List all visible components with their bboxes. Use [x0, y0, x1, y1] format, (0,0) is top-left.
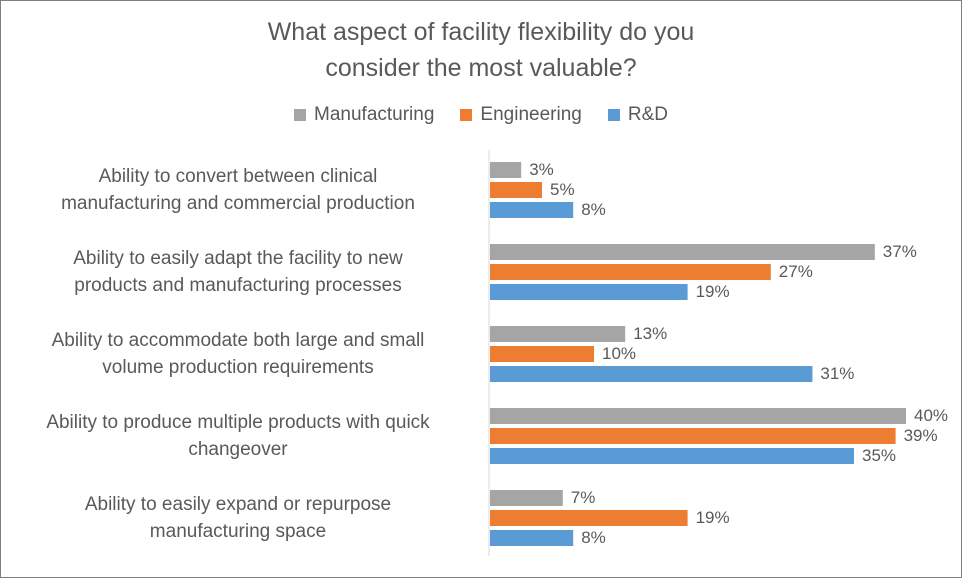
bar-engineering-2 — [490, 264, 771, 280]
category-label-line: Ability to produce multiple products wit… — [46, 412, 430, 433]
category-label-line: changeover — [188, 439, 288, 460]
bar-engineering-3 — [490, 346, 594, 362]
data-label: 19% — [696, 282, 730, 301]
data-label: 13% — [633, 324, 667, 343]
category-label-line: Ability to easily expand or repurpose — [85, 494, 391, 515]
data-label: 19% — [696, 508, 730, 527]
category-label: Ability to produce multiple products wit… — [46, 412, 430, 460]
bar-manufacturing-2 — [490, 244, 875, 260]
bar-manufacturing-3 — [490, 326, 626, 342]
category-label-line: Ability to accommodate both large and sm… — [52, 330, 425, 351]
data-label: 7% — [571, 488, 596, 507]
category-label: Ability to easily adapt the facility to … — [73, 248, 403, 296]
legend-label-manufacturing: Manufacturing — [314, 104, 435, 125]
data-label: 39% — [904, 426, 938, 445]
legend-label-rd: R&D — [627, 104, 668, 125]
data-label: 27% — [779, 262, 813, 281]
chart-title-line-1: What aspect of facility flexibility do y… — [267, 18, 695, 46]
category-label: Ability to easily expand or repurpose man… — [85, 494, 391, 542]
data-label: 40% — [914, 406, 948, 425]
category-label-line: volume production requirements — [102, 357, 373, 378]
bar-manufacturing-5 — [490, 490, 563, 506]
category-label-line: Ability to convert between clinical — [99, 166, 378, 187]
data-label: 3% — [529, 160, 554, 179]
bar-rd-1 — [490, 202, 574, 218]
legend-item-rd: R&D — [607, 104, 668, 126]
category-label-line: Ability to easily adapt the facility to … — [73, 248, 403, 269]
bar-engineering-5 — [490, 510, 688, 526]
category-label: Ability to accommodate both large and sm… — [52, 330, 425, 378]
data-label: 5% — [550, 180, 575, 199]
category-label-line: products and manufacturing processes — [74, 275, 401, 296]
category-label: Ability to convert between clinical manuf… — [61, 166, 415, 214]
bar-rd-4 — [490, 448, 854, 464]
chart-title: What aspect of facility flexibility do y… — [0, 14, 962, 86]
category-label-line: manufacturing space — [150, 521, 326, 542]
legend-swatch-rd — [607, 109, 620, 121]
bar-rd-5 — [490, 530, 574, 546]
data-label: 8% — [581, 528, 606, 547]
data-label: 10% — [602, 344, 636, 363]
legend-swatch-engineering — [460, 109, 473, 121]
data-label: 31% — [820, 364, 854, 383]
legend-label-engineering: Engineering — [480, 104, 582, 125]
legend-swatch-manufacturing — [294, 109, 307, 121]
data-label: 35% — [862, 446, 896, 465]
bar-engineering-4 — [490, 428, 896, 444]
bar-manufacturing-4 — [490, 408, 906, 424]
chart-title-line-2: consider the most valuable? — [325, 54, 637, 82]
legend-item-manufacturing: Manufacturing — [294, 104, 434, 126]
bar-rd-3 — [490, 366, 813, 382]
legend-item-engineering: Engineering — [460, 104, 582, 126]
category-label-line: manufacturing and commercial production — [61, 193, 415, 214]
bar-manufacturing-1 — [490, 162, 522, 178]
data-label: 8% — [581, 200, 606, 219]
bar-engineering-1 — [490, 182, 542, 198]
bar-rd-2 — [490, 284, 688, 300]
data-label: 37% — [883, 242, 917, 261]
chart-legend: Manufacturing Engineering R&D — [0, 104, 962, 126]
